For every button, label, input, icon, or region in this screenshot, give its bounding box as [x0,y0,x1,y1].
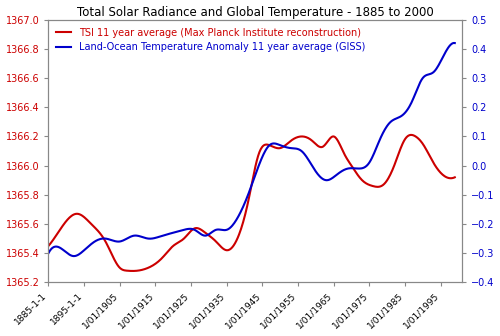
TSI 11 year average (Max Planck Institute reconstruction) [230,244,236,248]
Line: Land-Ocean Temperature Anomaly 11 year average (GISS): Land-Ocean Temperature Anomaly 11 year a… [48,43,455,256]
Land-Ocean Temperature Anomaly 11 year average (GISS) [286,146,292,150]
Land-Ocean Temperature Anomaly 11 year average (GISS) [230,223,236,227]
TSI 11 year average (Max Planck Institute reconstruction) [318,145,324,149]
TSI 11 year average (Max Planck Institute reconstruction) [352,169,358,173]
Line: TSI 11 year average (Max Planck Institute reconstruction): TSI 11 year average (Max Planck Institut… [48,135,455,271]
Title: Total Solar Radiance and Global Temperature - 1885 to 2000: Total Solar Radiance and Global Temperat… [77,6,434,18]
TSI 11 year average (Max Planck Institute reconstruction) [46,244,52,248]
Land-Ocean Temperature Anomaly 11 year average (GISS) [150,236,156,240]
TSI 11 year average (Max Planck Institute reconstruction) [150,263,156,267]
Land-Ocean Temperature Anomaly 11 year average (GISS) [352,166,358,170]
Land-Ocean Temperature Anomaly 11 year average (GISS) [71,254,77,258]
Land-Ocean Temperature Anomaly 11 year average (GISS) [118,239,124,243]
Land-Ocean Temperature Anomaly 11 year average (GISS) [451,41,457,45]
TSI 11 year average (Max Planck Institute reconstruction) [130,269,136,273]
TSI 11 year average (Max Planck Institute reconstruction) [408,133,414,137]
Land-Ocean Temperature Anomaly 11 year average (GISS) [46,251,52,255]
Land-Ocean Temperature Anomaly 11 year average (GISS) [318,175,324,179]
TSI 11 year average (Max Planck Institute reconstruction) [286,140,292,144]
TSI 11 year average (Max Planck Institute reconstruction) [118,266,124,270]
TSI 11 year average (Max Planck Institute reconstruction) [452,175,458,179]
Legend: TSI 11 year average (Max Planck Institute reconstruction), Land-Ocean Temperatur: TSI 11 year average (Max Planck Institut… [54,25,368,55]
Land-Ocean Temperature Anomaly 11 year average (GISS) [452,41,458,45]
